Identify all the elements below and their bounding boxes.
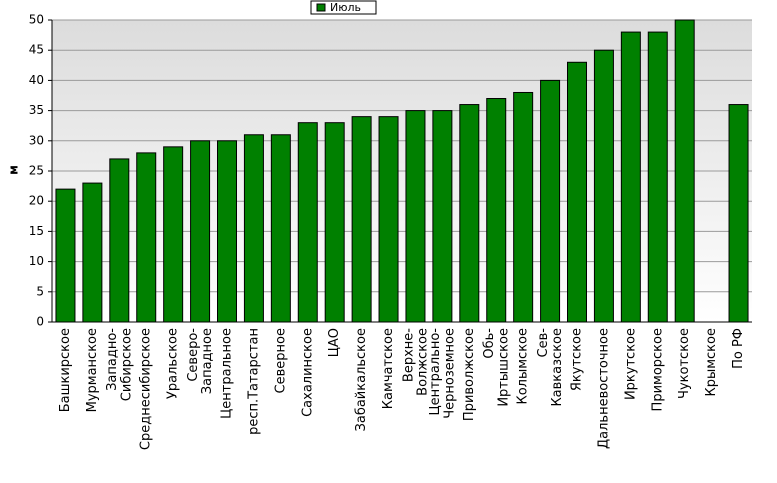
bar <box>163 146 184 323</box>
bar <box>540 79 561 323</box>
x-tick-label: респ.Татарстан <box>246 328 261 435</box>
y-tick-label: 0 <box>36 315 44 329</box>
x-tick-label: Западно-Сибирское <box>105 328 134 402</box>
bar <box>82 182 103 323</box>
bar <box>55 188 76 323</box>
bar <box>567 61 587 323</box>
y-tick-label: 50 <box>29 13 44 27</box>
x-tick-label: Сахалинское <box>300 328 315 417</box>
x-tick-label: Обь-Иртышское <box>482 328 511 407</box>
x-tick-label: Приволжское <box>462 328 477 421</box>
x-tick-label: Колымское <box>516 328 531 405</box>
bar <box>513 91 534 323</box>
bar <box>647 31 668 323</box>
x-tick-label: ЦАО <box>327 328 342 357</box>
bar <box>270 134 291 323</box>
bar <box>351 116 372 323</box>
x-tick-label: Иркутское <box>623 328 638 400</box>
x-tick-label: Мурманское <box>85 328 100 412</box>
y-tick-label: 10 <box>29 254 44 268</box>
x-tick-label: Северо-Западное <box>185 328 214 395</box>
bar <box>405 110 426 323</box>
y-tick-label: 30 <box>29 133 44 147</box>
bar <box>243 134 264 323</box>
bar <box>324 122 345 323</box>
x-tick-label: Центрально-Черноземное <box>428 328 457 419</box>
y-tick-label: 15 <box>29 224 44 238</box>
x-tick-label: Якутское <box>570 328 585 391</box>
bar <box>459 104 480 323</box>
bar <box>378 116 399 323</box>
x-tick-label: По РФ <box>731 328 746 369</box>
x-tick-label: Дальневосточное <box>596 328 611 449</box>
bar <box>217 140 237 323</box>
bar <box>297 122 318 323</box>
bar <box>620 31 641 323</box>
bar <box>432 110 453 323</box>
x-tick-label: Чукотское <box>677 328 692 399</box>
legend-box <box>310 0 377 15</box>
x-tick-label: Уральское <box>166 328 181 399</box>
y-tick-label: 45 <box>29 43 44 57</box>
bar <box>190 140 211 323</box>
y-tick-label: 5 <box>36 284 44 298</box>
x-tick-label: Центральное <box>220 328 235 419</box>
legend-label: Июль <box>330 1 361 14</box>
x-tick-label: Крымское <box>704 328 719 397</box>
x-tick-label: Приморское <box>650 328 665 411</box>
y-tick-label: 25 <box>29 164 44 178</box>
x-tick-label: Среднесибирское <box>139 328 154 450</box>
bar <box>136 152 157 323</box>
bar <box>486 98 507 323</box>
x-tick-label: Камчатское <box>381 328 396 409</box>
bar <box>593 49 614 323</box>
bar <box>109 158 130 323</box>
y-tick-label: 20 <box>29 194 44 208</box>
legend-swatch <box>316 3 326 12</box>
y-axis-label: м <box>7 165 21 175</box>
bar <box>728 104 749 323</box>
y-tick-label: 35 <box>29 103 44 117</box>
x-tick-label: Забайкальское <box>354 328 369 431</box>
x-tick-label: Северное <box>273 328 288 393</box>
y-tick-label: 40 <box>29 73 44 87</box>
x-tick-label: Сев-Кавказское <box>535 328 564 407</box>
bar <box>674 19 695 323</box>
x-tick-label: Башкирское <box>58 328 73 412</box>
x-tick-label: Верхне-Волжское <box>401 328 430 396</box>
